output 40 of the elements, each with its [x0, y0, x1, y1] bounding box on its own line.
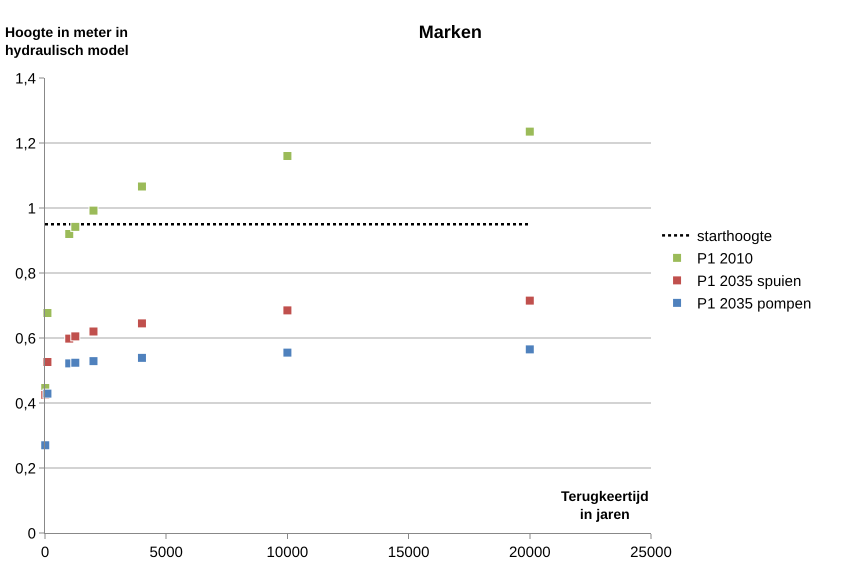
- x-tick-label: 10000: [266, 544, 308, 561]
- x-tick-label: 20000: [508, 544, 551, 561]
- point: [88, 326, 98, 336]
- point: [524, 126, 535, 137]
- y-tick-label: 0: [28, 525, 36, 542]
- x-tick-label: 25000: [630, 544, 672, 561]
- point: [88, 206, 98, 216]
- point: [40, 440, 50, 450]
- y-tick-label: 0,4: [15, 395, 36, 412]
- point: [524, 296, 535, 306]
- y-tick-label: 0,6: [15, 330, 36, 348]
- x-tick-label: 0: [40, 544, 50, 561]
- point: [282, 151, 292, 161]
- point: [64, 229, 74, 239]
- x-axis-title: Terugkeertijd in jaren: [561, 488, 649, 522]
- legend-label: P1 2035 pompen: [697, 296, 812, 313]
- y-tick-label: 0,8: [15, 265, 36, 282]
- legend-label: starthoogte: [697, 228, 772, 246]
- y-tick-label: 0,2: [15, 460, 36, 478]
- point: [70, 331, 80, 342]
- point: [88, 356, 98, 366]
- point: [42, 308, 52, 318]
- y-axis-title: Hoogte in meter in hydraulisch model: [5, 24, 129, 58]
- point: [70, 222, 80, 232]
- point: [282, 348, 292, 358]
- y-tick-label: 1,2: [15, 135, 36, 152]
- point: [42, 357, 52, 368]
- point: [136, 182, 147, 192]
- point: [524, 344, 535, 354]
- legend-label: P1 2035 spuien: [697, 273, 802, 290]
- y-tick-label: 1,4: [15, 70, 36, 88]
- point: [136, 352, 147, 363]
- y-tick-label: 1: [28, 200, 36, 218]
- x-tick-label: 5000: [150, 544, 183, 561]
- point: [136, 318, 147, 328]
- point: [70, 358, 80, 368]
- legend-label: P1 2010: [697, 250, 753, 268]
- point: [282, 305, 292, 316]
- x-tick-label: 15000: [388, 544, 430, 561]
- chart-title: Marken: [418, 22, 482, 42]
